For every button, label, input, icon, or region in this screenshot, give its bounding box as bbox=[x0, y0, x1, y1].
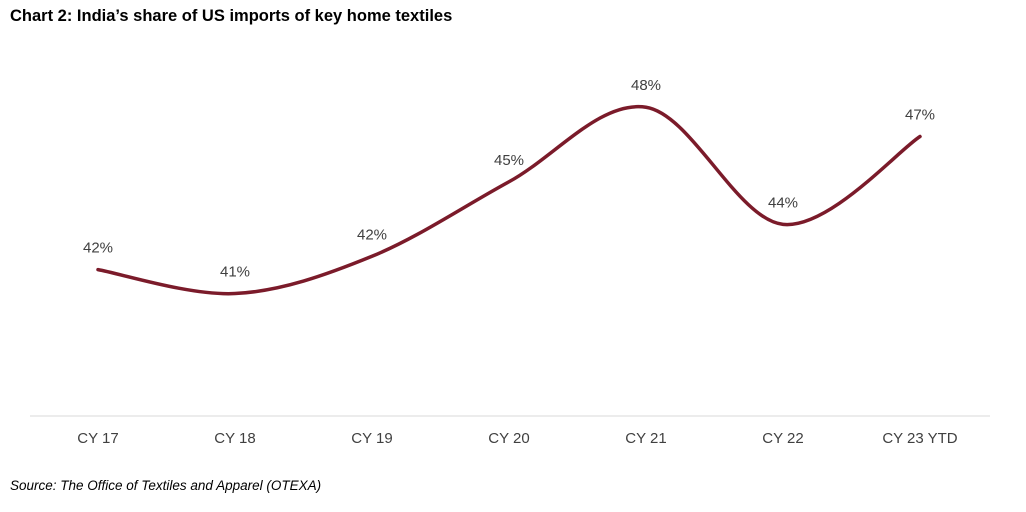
data-label: 44% bbox=[768, 194, 798, 211]
x-tick-label: CY 20 bbox=[488, 430, 529, 447]
data-label: 47% bbox=[905, 107, 935, 124]
data-label: 42% bbox=[83, 240, 113, 257]
x-tick-label: CY 22 bbox=[762, 430, 803, 447]
chart-title: Chart 2: India’s share of US imports of … bbox=[10, 7, 453, 25]
data-label: 45% bbox=[494, 152, 524, 169]
x-tick-label: CY 19 bbox=[351, 430, 392, 447]
data-label: 41% bbox=[220, 264, 250, 281]
data-label: 48% bbox=[631, 77, 661, 94]
source-note: Source: The Office of Textiles and Appar… bbox=[10, 478, 322, 493]
x-tick-label: CY 18 bbox=[214, 430, 255, 447]
x-tick-label: CY 21 bbox=[625, 430, 666, 447]
data-label: 42% bbox=[357, 226, 387, 243]
x-tick-label: CY 23 YTD bbox=[882, 430, 957, 447]
series-line bbox=[96, 104, 922, 296]
x-tick-label: CY 17 bbox=[77, 430, 118, 447]
